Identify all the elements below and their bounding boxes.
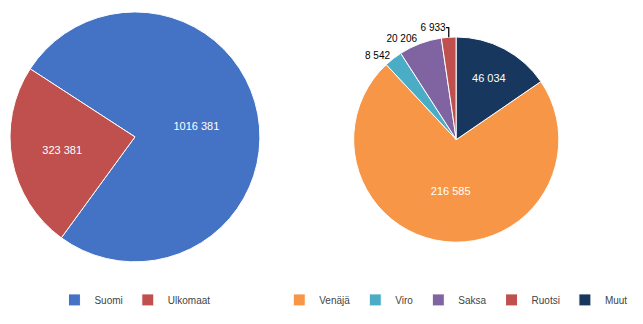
svg-text:6 933: 6 933: [421, 22, 446, 33]
svg-text:Muut: Muut: [605, 295, 627, 306]
svg-text:216 585: 216 585: [431, 185, 471, 197]
svg-text:Viro: Viro: [395, 295, 413, 306]
svg-text:Ruotsi: Ruotsi: [532, 295, 560, 306]
svg-text:323 381: 323 381: [42, 144, 82, 156]
svg-text:Suomi: Suomi: [94, 295, 122, 306]
svg-text:8 542: 8 542: [365, 50, 390, 61]
svg-text:Ulkomaat: Ulkomaat: [168, 295, 210, 306]
svg-text:Saksa: Saksa: [458, 295, 486, 306]
svg-text:1016 381: 1016 381: [173, 120, 219, 132]
svg-text:46 034: 46 034: [472, 72, 506, 84]
svg-text:20 206: 20 206: [386, 33, 417, 44]
svg-text:Venäjä: Venäjä: [319, 295, 350, 306]
